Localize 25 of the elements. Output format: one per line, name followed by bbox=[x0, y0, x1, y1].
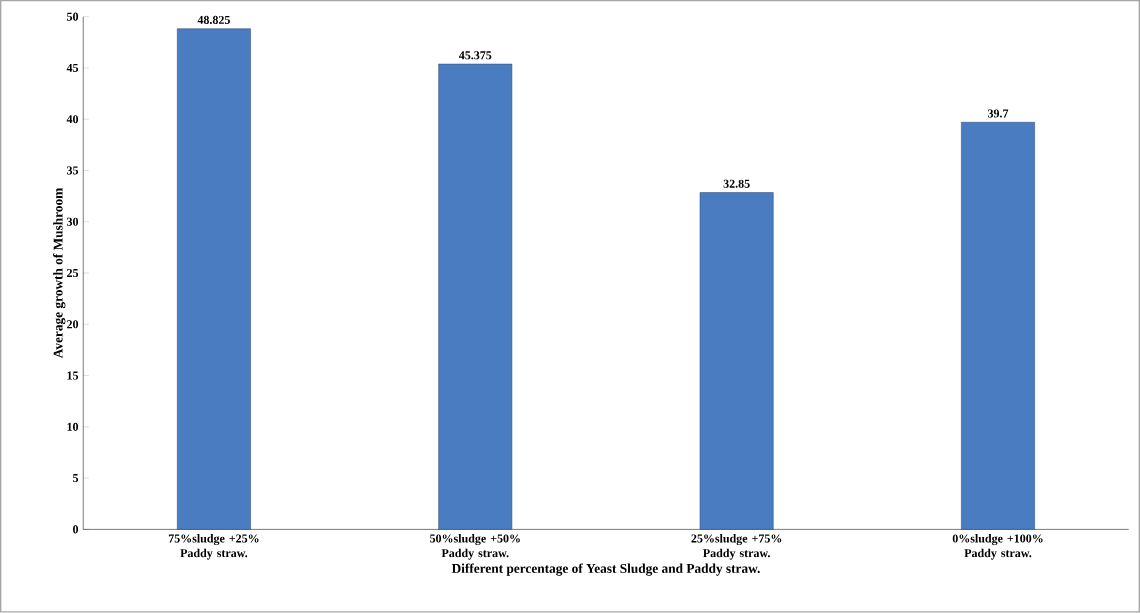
x-axis-title: Different percentage of Yeast Sludge and Paddy straw. bbox=[451, 563, 760, 576]
y-tick-label: 0 bbox=[73, 525, 79, 534]
y-tick-label: 20 bbox=[67, 320, 79, 329]
bar bbox=[177, 28, 251, 530]
bar bbox=[699, 192, 774, 530]
x-tick-label: 0%sludge +100% Paddy straw. bbox=[952, 534, 1043, 560]
y-axis-title: Average growth of Mushroom bbox=[53, 188, 66, 359]
data-label: 32.85 bbox=[723, 179, 750, 188]
y-tick-label: 15 bbox=[67, 371, 79, 380]
data-label: 45.375 bbox=[458, 51, 492, 60]
y-tick-label: 50 bbox=[67, 12, 79, 21]
y-tick-label: 5 bbox=[73, 474, 79, 483]
y-tick-label: 35 bbox=[67, 166, 79, 175]
y-tick-label: 10 bbox=[67, 422, 79, 432]
bar bbox=[961, 122, 1035, 530]
x-tick-label: 75%sludge +25% Paddy straw. bbox=[168, 534, 259, 560]
x-tick-label: 25%sludge +75% Paddy straw. bbox=[691, 534, 782, 560]
y-tick-label: 40 bbox=[66, 115, 79, 124]
bar bbox=[438, 63, 513, 530]
y-tick-label: 25 bbox=[67, 269, 79, 278]
y-tick-label: 30 bbox=[67, 217, 79, 226]
y-tick-label: 45 bbox=[66, 64, 79, 73]
x-tick-label: 50%sludge +50% Paddy straw. bbox=[430, 534, 520, 560]
data-label: 39.7 bbox=[987, 109, 1009, 118]
data-label: 48.825 bbox=[197, 16, 230, 25]
